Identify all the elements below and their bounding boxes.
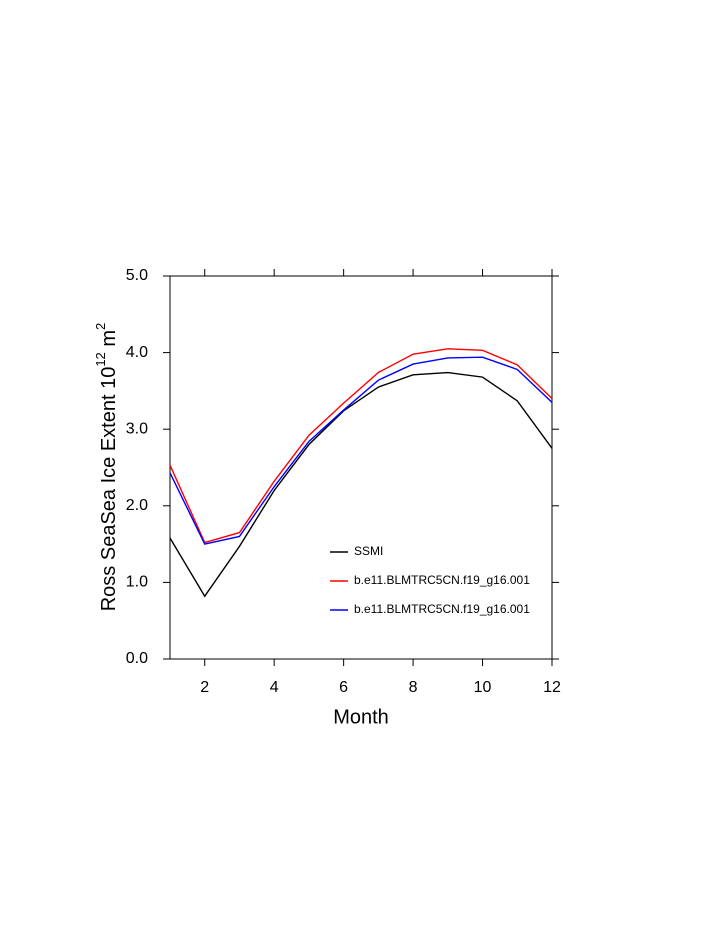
plot-frame <box>169 275 553 660</box>
x-tick-label: 12 <box>543 679 561 696</box>
y-tick-label: 2.0 <box>126 497 148 514</box>
y-tick-label: 3.0 <box>126 420 148 437</box>
y-label-text: Ross SeaSea Ice Extent 10 <box>98 367 120 612</box>
series-line <box>169 348 553 544</box>
y-tick-label: 5.0 <box>126 267 148 284</box>
x-axis-label: Month <box>333 706 389 728</box>
x-tick-label: 6 <box>339 679 348 696</box>
x-tick-label: 8 <box>409 679 418 696</box>
y-tick-label: 4.0 <box>126 344 148 361</box>
x-tick-label: 10 <box>474 679 492 696</box>
series-line <box>169 371 553 598</box>
y-label-unit: m <box>98 330 120 347</box>
y-label-unit-exp: 2 <box>93 323 108 330</box>
x-tick-label: 2 <box>200 679 209 696</box>
legend-label: b.e11.BLMTRC5CN.f19_g16.001 <box>354 602 530 616</box>
series-line <box>169 356 553 545</box>
x-tick-label: 4 <box>270 679 279 696</box>
y-label-exp: 12 <box>93 352 108 366</box>
y-axis-label: Ross SeaSea Ice Extent 1012 m2 <box>93 323 120 612</box>
y-tick-label: 1.0 <box>126 574 148 591</box>
y-tick-label: 0.0 <box>126 650 148 667</box>
legend-label: SSMI <box>354 544 383 558</box>
legend-label: b.e11.BLMTRC5CN.f19_g16.001 <box>354 573 530 587</box>
